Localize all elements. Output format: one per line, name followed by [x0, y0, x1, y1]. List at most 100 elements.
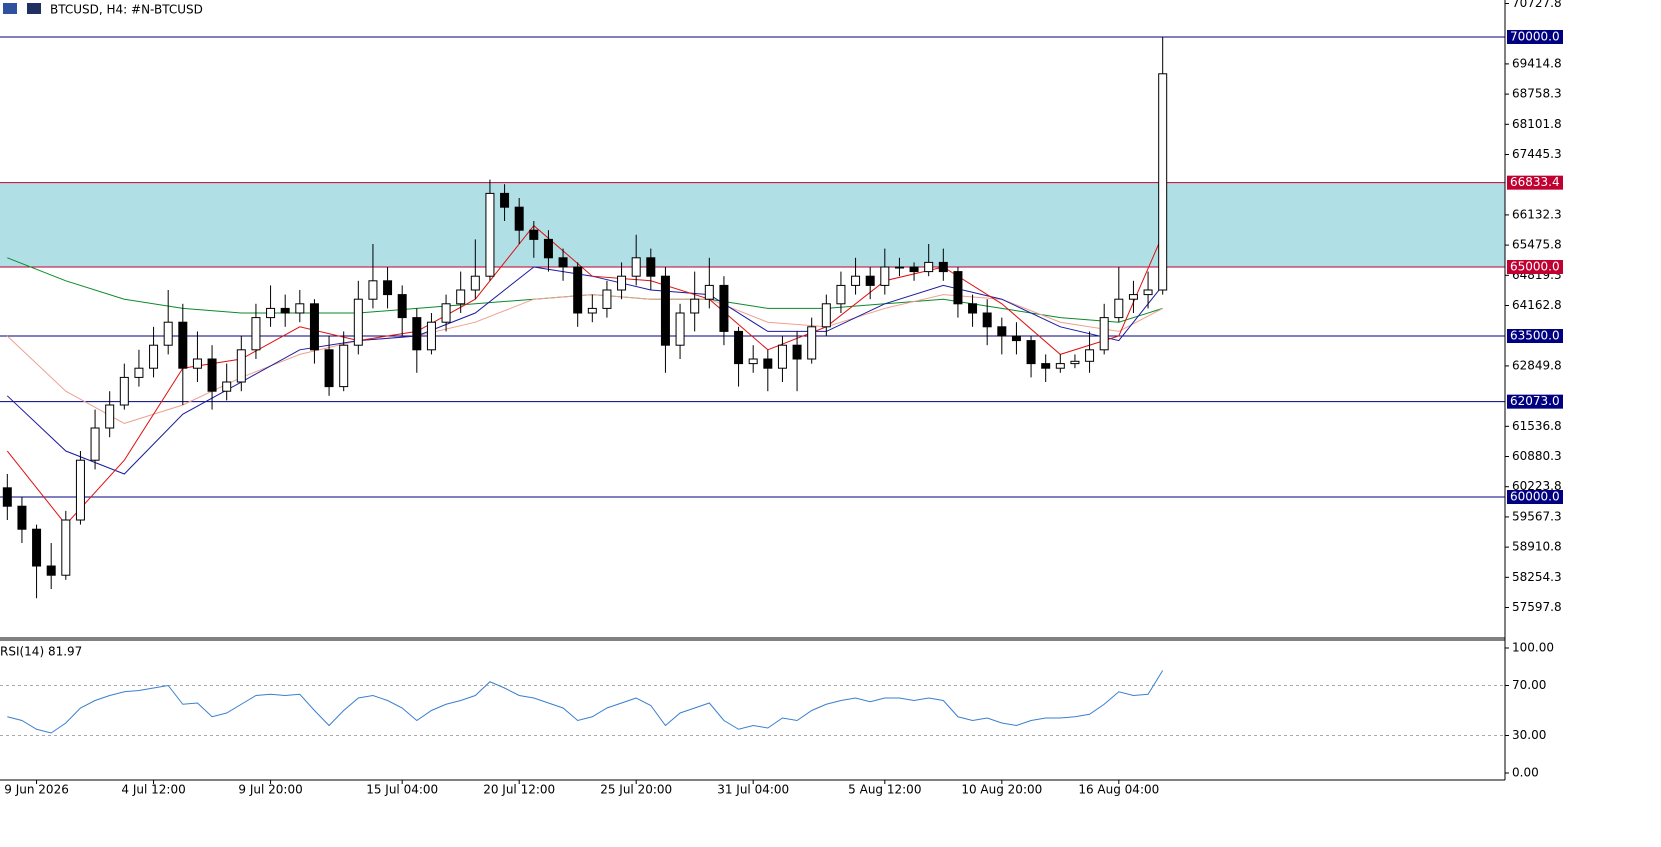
candle-body	[763, 358, 773, 369]
y-tick-label: 58254.3	[1512, 570, 1562, 584]
y-tick-label: 64162.8	[1512, 298, 1562, 312]
rsi-tick-label: 100.00	[1512, 641, 1554, 655]
candle-body	[2, 487, 12, 507]
x-tick-label: 25 Jul 20:00	[600, 783, 672, 797]
candle-body	[821, 303, 831, 328]
candle-body	[251, 317, 261, 351]
candle-body	[792, 344, 802, 360]
candle-body	[1099, 317, 1109, 351]
candle-body	[222, 381, 232, 392]
candle-body	[280, 307, 290, 314]
level-label-box	[1507, 29, 1563, 44]
candle-body	[1158, 73, 1168, 291]
candle-body	[543, 238, 553, 259]
candle-body	[339, 344, 349, 388]
x-tick-label: 10 Aug 20:00	[961, 783, 1042, 797]
candle-body	[1041, 363, 1051, 369]
x-tick-label: 4 Jul 12:00	[121, 783, 185, 797]
rsi-label: RSI(14) 81.97	[0, 645, 82, 659]
candle-body	[851, 275, 861, 286]
rsi-tick-label: 0.00	[1512, 766, 1539, 780]
candle-body	[777, 344, 787, 369]
y-tick-label: 57597.8	[1512, 600, 1562, 614]
y-tick-label: 65475.8	[1512, 238, 1562, 252]
candle-body	[573, 266, 583, 314]
candle-body	[529, 229, 539, 240]
x-tick-label: 20 Jul 12:00	[483, 783, 555, 797]
x-tick-label: 5 Aug 12:00	[848, 783, 921, 797]
candle-body	[660, 275, 670, 346]
candle-body	[587, 307, 597, 314]
candle-body	[178, 321, 188, 369]
x-tick-label: 16 Aug 04:00	[1078, 783, 1159, 797]
candle-body	[163, 321, 173, 346]
rsi-tick-label: 70.00	[1512, 678, 1546, 692]
candle-body	[383, 280, 393, 296]
candle-body	[32, 528, 42, 567]
candle-body	[880, 266, 890, 286]
menu-icon[interactable]	[3, 3, 17, 14]
x-tick-label: 15 Jul 04:00	[366, 783, 438, 797]
y-tick-label: 61536.8	[1512, 419, 1562, 433]
candle-body	[924, 261, 934, 273]
candle-body	[412, 317, 422, 351]
zone	[0, 182, 1505, 267]
chart-icon[interactable]	[27, 3, 41, 14]
candle-body	[149, 344, 159, 369]
y-tick-label: 70727.8	[1512, 0, 1562, 10]
candle-body	[734, 330, 744, 365]
candle-body	[704, 284, 714, 300]
y-tick-label: 66132.3	[1512, 207, 1562, 221]
candle-body	[514, 206, 524, 231]
candle-body	[807, 326, 817, 360]
level-label: 60000.0	[1510, 490, 1560, 504]
y-tick-label: 62849.8	[1512, 358, 1562, 372]
level-label: 65000.0	[1510, 259, 1560, 273]
candle-body	[324, 349, 334, 388]
candle-body	[485, 192, 495, 277]
candle-body	[1128, 294, 1138, 300]
candle-body	[865, 275, 875, 286]
candle-body	[397, 294, 407, 319]
chart-title: BTCUSD, H4: #N-BTCUSD	[50, 3, 203, 17]
level-label-box	[1507, 490, 1563, 505]
level-label: 70000.0	[1510, 29, 1560, 43]
candle-body	[1055, 363, 1065, 369]
candle-body	[105, 404, 115, 429]
candle-body	[17, 505, 27, 530]
candle-body	[1085, 349, 1095, 362]
level-label: 62073.0	[1510, 394, 1560, 408]
candle-body	[46, 565, 56, 576]
y-tick-label: 68758.3	[1512, 87, 1562, 101]
candle-body	[997, 326, 1007, 337]
level-label: 66833.4	[1510, 175, 1560, 189]
candle-body	[236, 349, 246, 383]
candle-body	[602, 289, 612, 309]
y-tick-label: 67445.3	[1512, 147, 1562, 161]
candle-body	[938, 261, 948, 273]
candle-body	[894, 266, 904, 269]
candle-body	[441, 303, 451, 323]
candle-body	[968, 303, 978, 314]
candle-body	[675, 312, 685, 346]
candle-body	[982, 312, 992, 328]
candle-body	[61, 519, 71, 576]
candle-body	[470, 275, 480, 291]
candle-body	[646, 257, 656, 277]
candle-body	[1011, 335, 1021, 342]
candle-body	[1026, 340, 1036, 365]
candle-body	[909, 266, 919, 273]
y-tick-label: 59567.3	[1512, 509, 1562, 523]
candle-body	[500, 192, 510, 208]
candle-body	[456, 289, 466, 305]
candle-body	[748, 358, 758, 365]
y-tick-label: 60880.3	[1512, 449, 1562, 463]
candle-body	[953, 271, 963, 305]
candle-body	[119, 376, 129, 406]
candle-body	[353, 298, 363, 346]
candle-body	[295, 303, 305, 314]
level-label-box	[1507, 329, 1563, 344]
x-tick-label: 31 Jul 04:00	[717, 783, 789, 797]
